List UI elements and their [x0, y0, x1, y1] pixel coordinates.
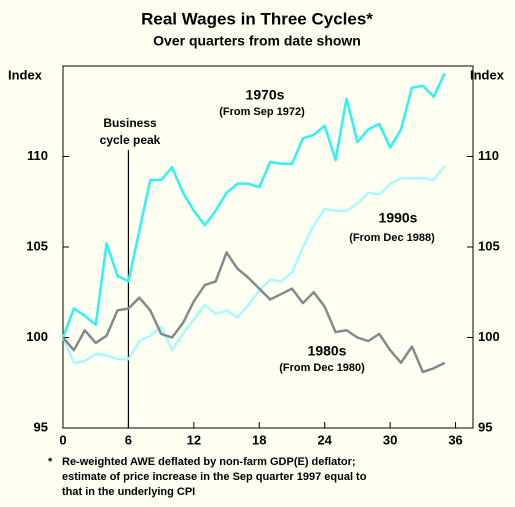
y2-tick-label: 100 [478, 329, 500, 344]
y-tick-label: 95 [34, 419, 48, 434]
y2-tick-label: 95 [478, 419, 492, 434]
x-tick-label: 0 [59, 432, 66, 447]
y-axis-label: Index [8, 67, 43, 82]
y2-axis-label: Index [470, 67, 505, 82]
x-tick-label: 12 [187, 432, 201, 447]
legend-label: 1990s [379, 210, 418, 226]
y2-tick-label: 105 [478, 238, 500, 253]
legend-label: 1970s [246, 87, 285, 103]
series-line [62, 251, 446, 374]
annotation: (From Dec 1988) [349, 232, 435, 244]
y-tick-label: 100 [26, 329, 48, 344]
annotation: cycle peak [100, 133, 161, 147]
footnote-mark: * [48, 456, 53, 468]
x-tick-label: 6 [125, 432, 132, 447]
annotation: (From Dec 1980) [279, 362, 365, 374]
series-line [61, 164, 446, 365]
legend-label: 1980s [308, 343, 347, 359]
footnote: that in the underlying CPI [62, 486, 195, 498]
x-tick-label: 30 [383, 432, 397, 447]
x-tick-label: 24 [317, 432, 332, 447]
y2-tick-label: 110 [478, 148, 499, 163]
chart-title: Real Wages in Three Cycles* [141, 9, 373, 28]
footnote: estimate of price increase in the Sep qu… [62, 471, 367, 483]
x-tick-label: 36 [448, 432, 462, 447]
annotation: Business [103, 116, 157, 130]
x-tick-label: 18 [252, 432, 266, 447]
y-tick-label: 105 [26, 238, 48, 253]
chart-subtitle: Over quarters from date shown [153, 33, 361, 49]
footnote: Re-weighted AWE deflated by non-farm GDP… [62, 456, 356, 468]
y-tick-label: 110 [27, 148, 48, 163]
annotation: (From Sep 1972) [219, 106, 305, 118]
series-line [61, 72, 446, 338]
